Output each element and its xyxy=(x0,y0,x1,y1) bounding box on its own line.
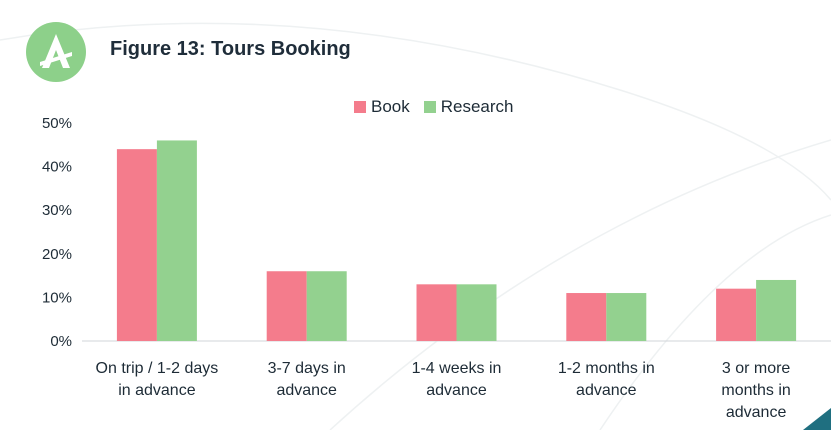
corner-accent xyxy=(803,408,831,430)
legend-item-book: Book xyxy=(354,97,410,117)
y-tick-label: 30% xyxy=(42,202,72,219)
x-category-label-line: On trip / 1-2 days xyxy=(96,360,219,377)
bar-book xyxy=(266,271,307,341)
bar-book xyxy=(716,288,757,341)
x-category-label: 1-4 weeks in advance xyxy=(412,360,502,399)
legend-label-research: Research xyxy=(440,97,514,116)
y-tick-label: 20% xyxy=(42,246,72,263)
y-tick-label: 50% xyxy=(42,115,72,132)
bar-research xyxy=(156,140,197,341)
compass-a-logo-icon xyxy=(26,22,86,82)
x-category-label-line: in advance xyxy=(118,382,195,399)
legend-swatch-research xyxy=(423,101,436,113)
chart-legend: Book Research xyxy=(354,97,514,117)
x-category-label: On trip / 1-2 days in advance xyxy=(96,360,219,399)
figure-title: Figure 13: Tours Booking xyxy=(110,38,351,60)
x-category-label-line: advance xyxy=(726,404,787,421)
x-category-label-line: 3 or more xyxy=(722,360,791,377)
bar-research xyxy=(456,284,497,341)
y-tick-label: 10% xyxy=(42,289,72,306)
legend-label-book: Book xyxy=(371,97,410,116)
legend-item-research: Research xyxy=(423,97,514,117)
x-category-label-line: 1-2 months in xyxy=(558,360,655,377)
y-tick-label: 40% xyxy=(42,159,72,176)
x-category-label-line: months in xyxy=(721,382,790,399)
bar-book xyxy=(116,149,157,341)
bar-research xyxy=(606,293,647,341)
bar-book xyxy=(566,293,607,341)
x-category-label-line: advance xyxy=(276,382,337,399)
bar-research xyxy=(756,279,797,341)
bar-book xyxy=(416,284,457,341)
x-category-label-line: advance xyxy=(576,382,637,399)
bar-research xyxy=(306,271,347,341)
x-category-label: 3-7 days in advance xyxy=(268,360,346,399)
x-category-label-line: 1-4 weeks in xyxy=(412,360,502,377)
x-category-label: 3 or more months in advance xyxy=(721,360,790,421)
x-category-label: 1-2 months in advance xyxy=(558,360,655,399)
x-category-label-line: 3-7 days in xyxy=(268,360,346,377)
legend-swatch-book xyxy=(354,101,366,113)
y-tick-label: 0% xyxy=(50,333,72,350)
x-category-label-line: advance xyxy=(426,382,487,399)
